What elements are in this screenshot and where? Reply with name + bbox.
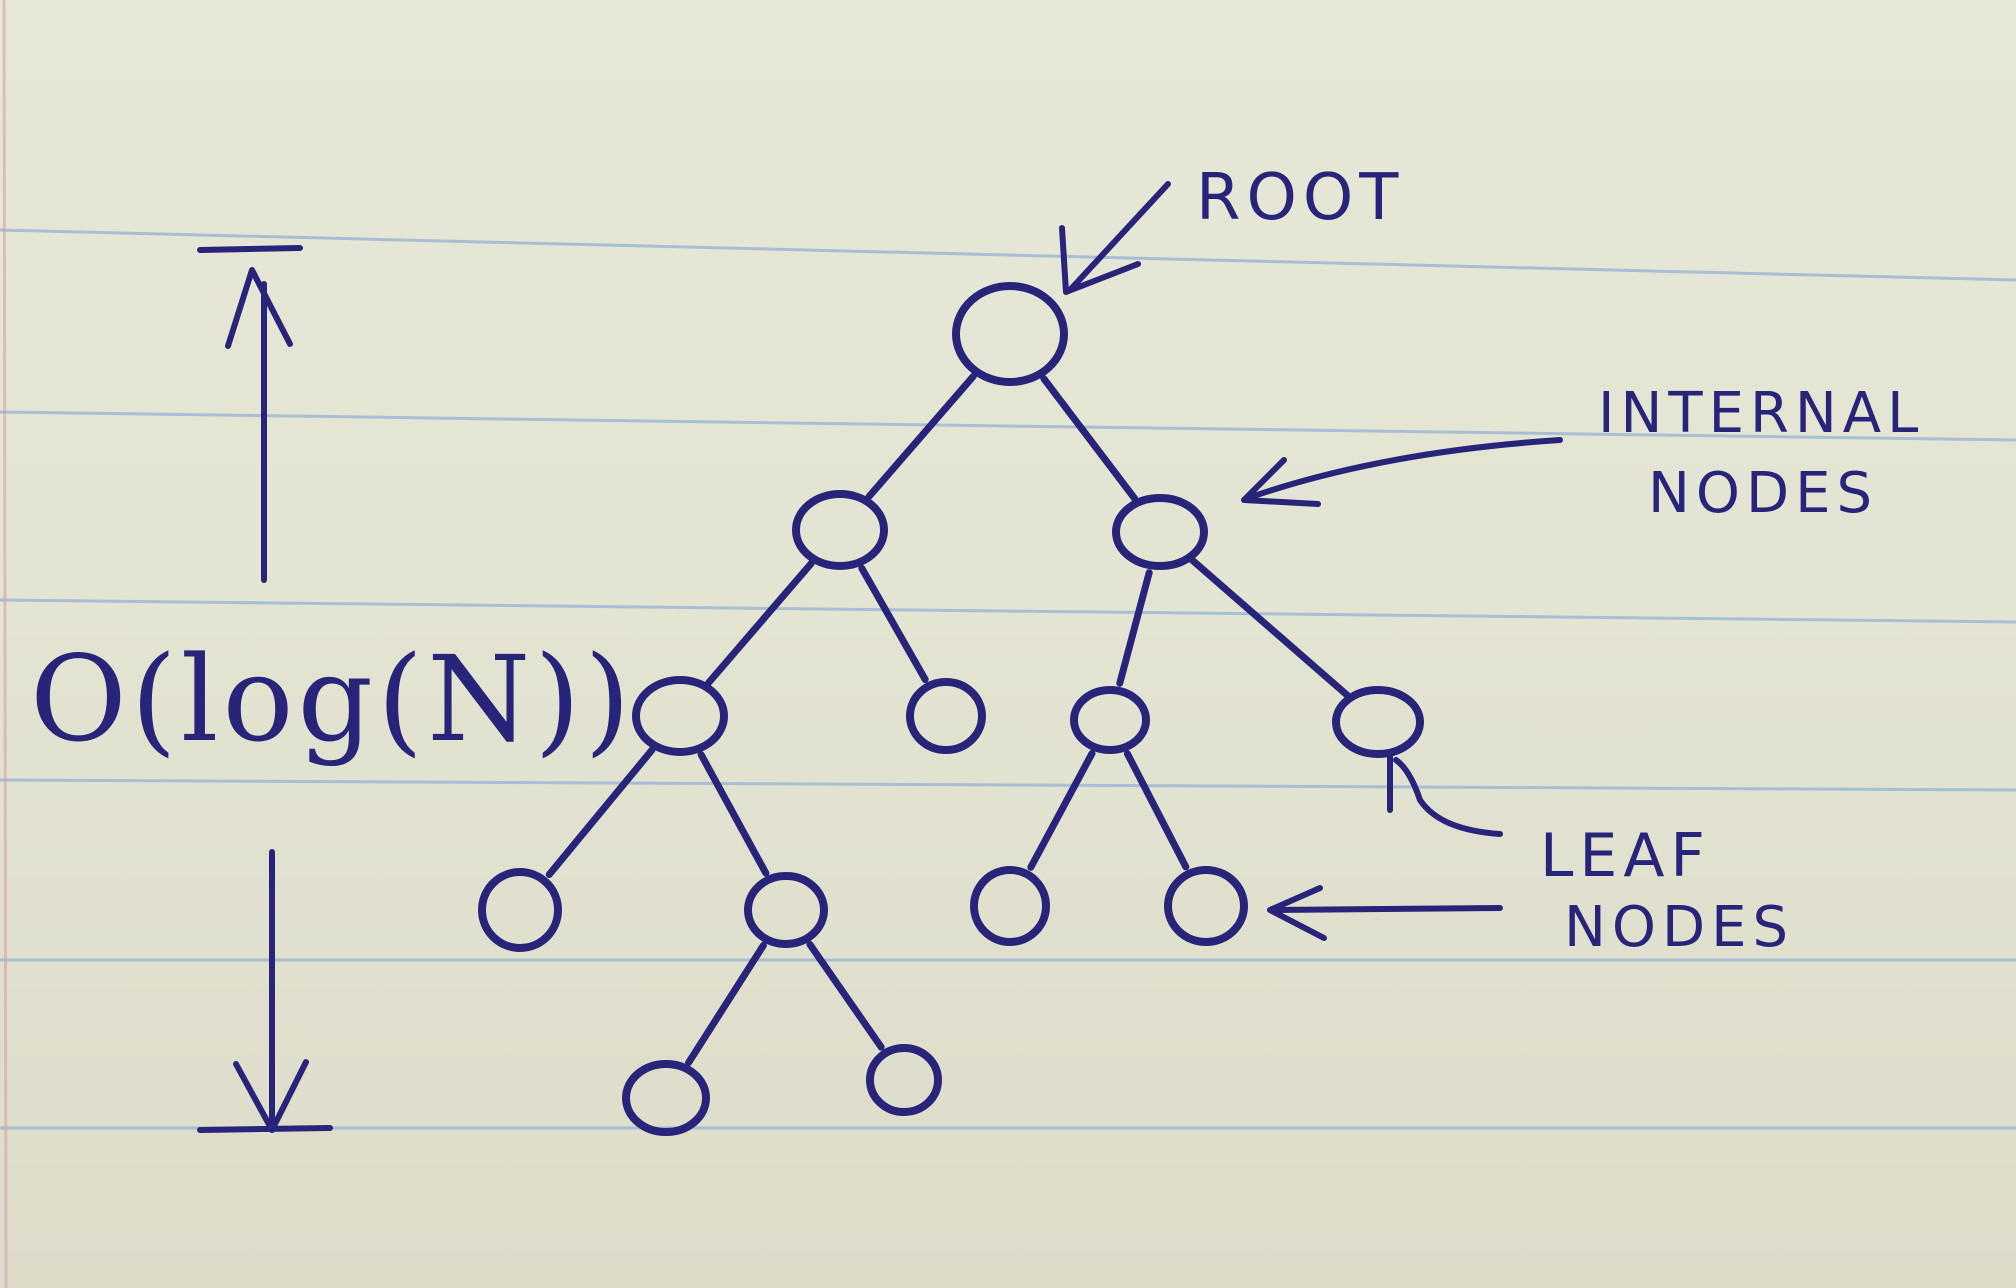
tree-edge [1116,569,1153,687]
tree-node-internal [1070,686,1150,754]
annotation-arrows [197,181,1563,1133]
leaf-arrow-shaft [1269,905,1503,913]
tree-node-root [952,282,1068,386]
tree-node-leaf [866,1044,942,1116]
tree-node-leaf [622,1060,710,1136]
height-arrow-down-head [233,1059,309,1133]
ruled-line [0,778,2016,792]
leaf-nodes-label-line2: NODES [1564,895,1795,960]
internal-nodes-label-line1: INTERNAL [1598,381,1925,446]
root-label: ROOT [1196,161,1405,235]
tree-node-internal [744,872,828,948]
internal-arrow-head [1241,457,1321,507]
leaf-arrow-head [1267,885,1327,941]
tree-edge [865,372,977,501]
tree-edge [1123,750,1190,871]
internal-nodes-label-line2: NODES [1648,461,1879,526]
ruled-line [0,410,2016,442]
internal-arrow-shaft [1245,437,1563,501]
tree-height-label: O(log(N)) [30,630,635,768]
tree-node-internal [1112,494,1208,570]
tree-edge [858,564,929,684]
tree-edge [545,746,656,879]
tree-edge [1027,749,1096,871]
tree-nodes [478,282,1424,1136]
tree-node-leaf [970,866,1050,946]
tree-edge [705,559,815,687]
leaf-arrow-upper [1393,757,1503,837]
tree-node-internal [792,490,888,570]
root-arrow-head [1059,225,1141,295]
tree-edge [1040,375,1139,503]
tree-node-leaf [1164,866,1248,946]
ruled-line [0,228,2016,282]
tree-node-leaf [478,868,562,952]
leaf-nodes-label-line1: LEAF [1540,821,1711,891]
tree-node-internal [632,676,728,756]
tree-edge [685,941,767,1067]
height-bottom-bar [197,1125,333,1133]
ruled-line [0,598,2016,624]
tree-edge [1188,556,1352,700]
height-top-bar [197,245,303,253]
tree-edge [697,751,770,877]
tree-node-leaf [1332,686,1424,758]
height-arrow-up-head [225,267,293,349]
tree-node-leaf [906,678,986,754]
tree-edge [806,941,885,1051]
tree-edges [545,372,1352,1067]
margin-line [2,0,8,1288]
ruled-lines [0,228,2016,1130]
root-arrow-shaft [1067,181,1171,293]
